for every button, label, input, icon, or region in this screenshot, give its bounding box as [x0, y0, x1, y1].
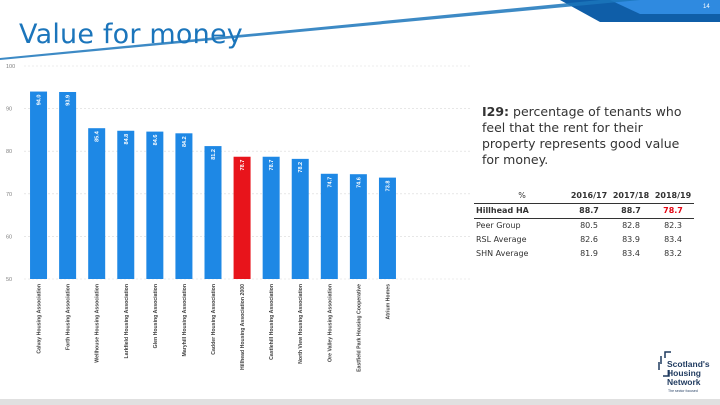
- row-label: Peer Group: [476, 221, 521, 230]
- logo-text: Scotland's Housing Network: [667, 360, 710, 387]
- bar-value-label: 84.2: [182, 136, 188, 147]
- row-value: 88.7: [610, 203, 652, 219]
- bar-value-label: 81.2: [211, 149, 217, 160]
- x-tick-label: Hillhead Housing Association 2000: [240, 284, 246, 370]
- footer-bar: [0, 399, 720, 405]
- bar: [59, 91, 77, 280]
- row-value: 82.8: [622, 221, 640, 230]
- logo-line: Scotland's: [667, 359, 710, 369]
- y-tick-label: 100: [6, 64, 15, 70]
- table-row: Peer Group 80.5 82.8 82.3: [474, 219, 694, 234]
- question-body: percentage of tenants who feel that the …: [482, 104, 682, 167]
- row-label: Hillhead HA: [474, 203, 568, 219]
- x-tick-label: Wellhouse Housing Association: [95, 284, 101, 363]
- bar: [175, 133, 193, 279]
- y-tick-label: 60: [6, 234, 12, 240]
- bar: [117, 130, 135, 279]
- row-label: RSL Average: [476, 235, 527, 244]
- row-value: 82.6: [580, 235, 598, 244]
- logo-line: Housing: [667, 368, 701, 378]
- question-code: I29:: [482, 104, 510, 119]
- bar-chart: 50 60 70 80 90 100 94.0 Calvay Housing Associat…: [6, 64, 470, 372]
- bar: [262, 156, 280, 279]
- bar: [146, 131, 164, 279]
- x-tick-label: Calvay Housing Association: [37, 284, 43, 354]
- x-tick-label: Ore Valley Housing Association: [327, 284, 333, 362]
- table-header-year: 2017/18: [610, 189, 652, 204]
- bar-value-label: 85.4: [95, 130, 101, 142]
- bar-value-label: 74.6: [356, 177, 362, 188]
- row-value: 83.2: [664, 249, 682, 258]
- row-value: 83.9: [622, 235, 640, 244]
- table-header-year: 2016/17: [568, 189, 610, 204]
- x-tick-label: Cadder Housing Association: [211, 284, 217, 355]
- x-tick-label: Atrium Homes: [385, 284, 391, 320]
- bar-value-label: 78.7: [240, 160, 246, 171]
- header-stripe-light: [610, 0, 720, 14]
- bar: [349, 174, 367, 279]
- row-value: 81.9: [580, 249, 598, 258]
- bar-value-label: 84.6: [153, 135, 159, 146]
- header-diagonal: [0, 0, 640, 60]
- row-value: 83.4: [664, 235, 682, 244]
- page-title: Value for money: [19, 19, 243, 50]
- table-row-hillhead: Hillhead HA 88.7 88.7 78.7: [474, 203, 694, 219]
- bar: [320, 173, 338, 279]
- x-tick-label: North View Housing Association: [298, 284, 304, 364]
- bar-value-label: 84.8: [124, 134, 130, 145]
- y-tick-label: 90: [6, 107, 12, 113]
- bar: [291, 158, 309, 279]
- bar-value-label: 78.7: [269, 160, 275, 171]
- x-tick-label: Castlehill Housing Association: [269, 284, 275, 360]
- header-banner: [0, 0, 720, 60]
- x-tick-label: Larkfield Housing Association: [124, 284, 130, 358]
- bar: [88, 128, 106, 279]
- page-number: 14: [703, 4, 710, 10]
- bar: [204, 146, 222, 279]
- table-row: SHN Average 81.9 83.4 83.2: [474, 247, 694, 261]
- logo-line: Network: [667, 377, 701, 387]
- bar-value-label: 94.0: [37, 95, 43, 106]
- y-tick-label: 70: [6, 192, 12, 198]
- row-value: 80.5: [580, 221, 598, 230]
- bar-value-label: 74.7: [327, 177, 333, 188]
- x-tick-label: Glen Housing Association: [153, 284, 159, 348]
- bar-value-label: 78.2: [298, 162, 304, 173]
- bar-value-label: 93.9: [66, 95, 72, 106]
- table-header-label: %: [474, 189, 568, 204]
- bar: [30, 91, 48, 279]
- table-header-row: % 2016/17 2017/18 2018/19: [474, 189, 694, 204]
- network-logo-icon: [658, 351, 671, 377]
- row-value: 88.7: [568, 203, 610, 219]
- row-label: SHN Average: [476, 249, 529, 258]
- y-tick-label: 50: [6, 277, 12, 283]
- trend-table: % 2016/17 2017/18 2018/19 Hillhead HA 88…: [474, 189, 694, 261]
- x-tick-label: Forth Housing Association: [66, 284, 72, 350]
- bar: [378, 177, 396, 279]
- row-value-highlight: 78.7: [652, 203, 694, 219]
- table-row: RSL Average 82.6 83.9 83.4: [474, 233, 694, 247]
- question-text: I29: percentage of tenants who feel that…: [482, 104, 697, 168]
- x-tick-label: Eastfield Park Housing Cooperative: [356, 284, 362, 372]
- logo-tagline: The sector focused: [668, 389, 698, 393]
- bar: [233, 156, 251, 279]
- y-tick-label: 80: [6, 149, 12, 155]
- table-header-year: 2018/19: [652, 189, 694, 204]
- row-value: 82.3: [664, 221, 682, 230]
- bar-value-label: 73.8: [385, 181, 391, 192]
- x-tick-label: Maryhill Housing Association: [182, 284, 188, 356]
- row-value: 83.4: [622, 249, 640, 258]
